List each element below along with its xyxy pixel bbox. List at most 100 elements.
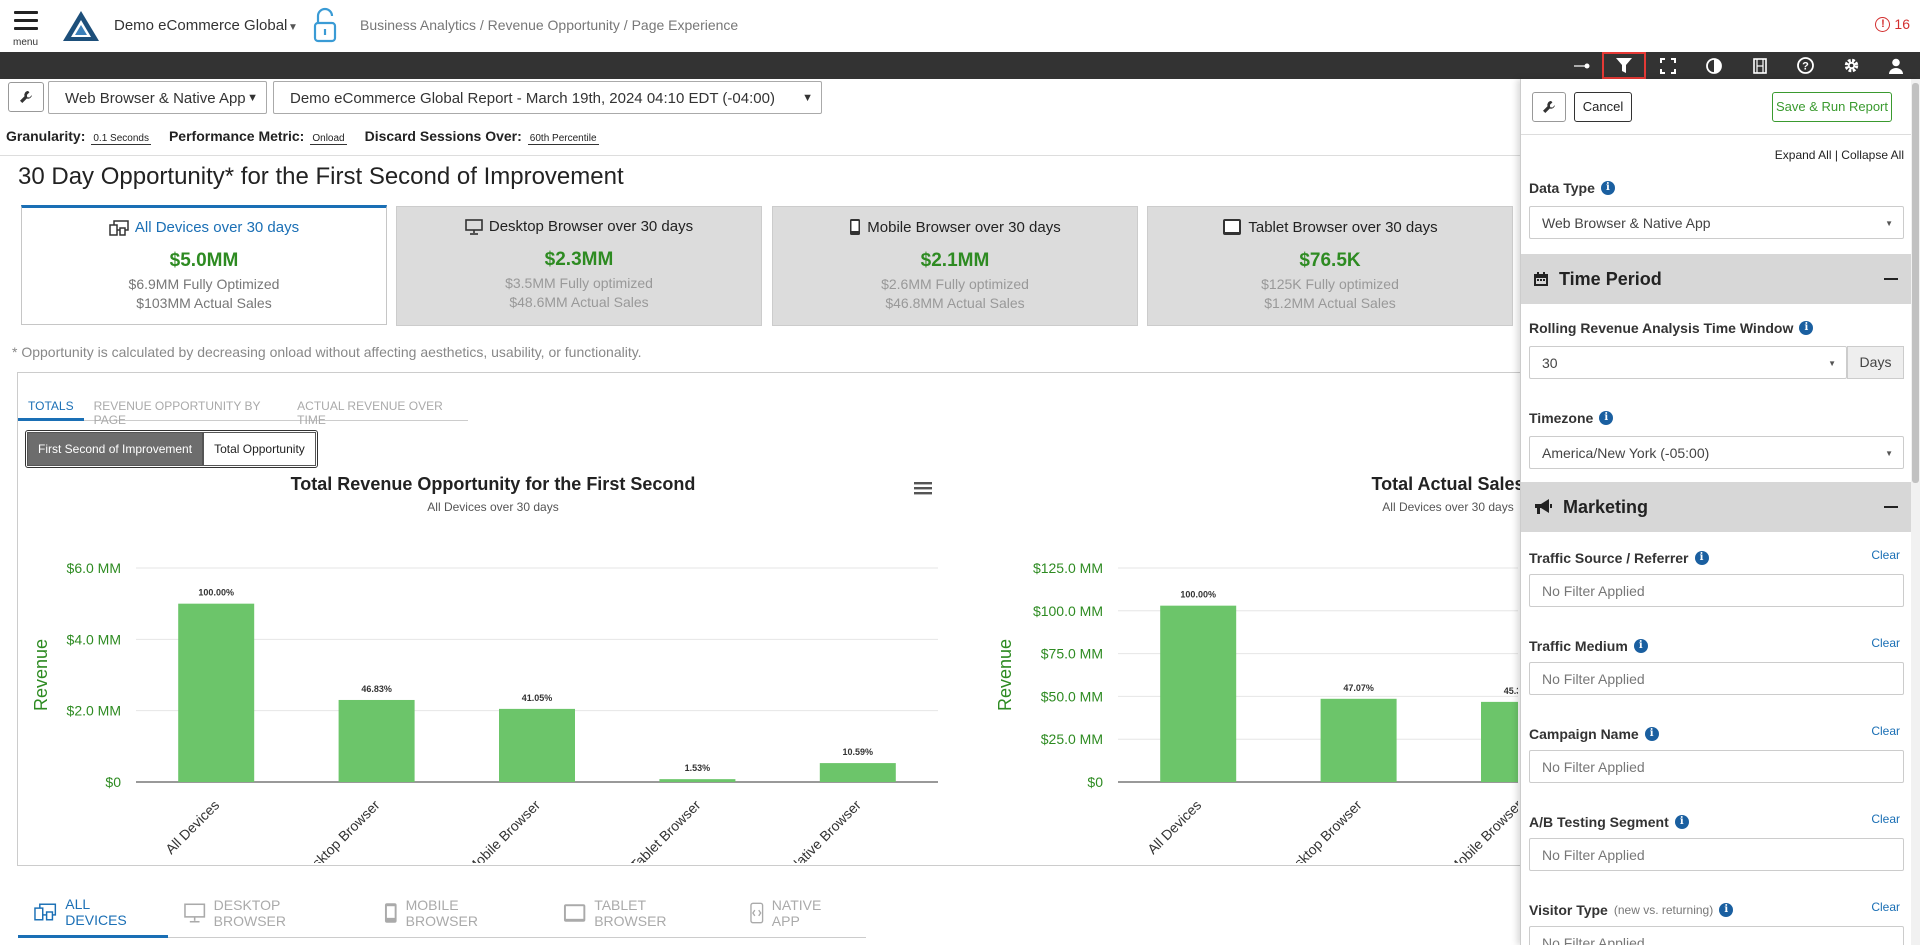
filter-icon[interactable] <box>1602 52 1646 79</box>
info-icon[interactable]: i <box>1674 815 1689 829</box>
org-name[interactable]: Demo eCommerce Global <box>114 17 288 34</box>
unlock-icon[interactable] <box>312 7 338 48</box>
chart1-svg: $0 $2.0 MM $4.0 MM $6.0 MM Revenue 100.00% All… <box>31 560 938 863</box>
panel-wrench-button[interactable] <box>1532 92 1566 122</box>
x-tick-label: Desktop Browser <box>1278 797 1365 863</box>
filter-panel: Cancel Save & Run Report Expand All | Co… <box>1520 79 1920 945</box>
data-label: 47.07% <box>1343 683 1374 693</box>
chart-menu-icon[interactable] <box>914 481 932 500</box>
chart2-svg: $0 $25.0 MM $50.0 MM $75.0 MM $100.0 MM $125.… <box>995 560 1518 863</box>
info-icon[interactable]: i <box>1719 903 1734 917</box>
y-axis-label: Revenue <box>31 639 51 711</box>
tab-actual-revenue-over-time[interactable]: Actual Revenue Over Time <box>297 399 443 427</box>
ab-testing-input[interactable]: No Filter Applied <box>1529 838 1904 871</box>
metric-select[interactable]: Onload <box>310 133 347 145</box>
data-type-select[interactable]: Web Browser & Native App ▼ <box>48 81 267 114</box>
clear-traffic-medium-link[interactable]: Clear <box>1871 636 1900 650</box>
x-tick-label: Desktop Browser <box>296 797 383 863</box>
granularity-label: Granularity: <box>6 128 86 144</box>
info-icon[interactable]: i <box>1600 181 1615 195</box>
card-value: $2.1MM <box>920 250 990 271</box>
expand-collapse-links: Expand All | Collapse All <box>1774 148 1904 162</box>
discard-select[interactable]: 60th Percentile <box>527 133 599 145</box>
contrast-icon[interactable] <box>1694 52 1734 79</box>
y-tick-label: $4.0 MM <box>67 631 121 647</box>
card-title: All Devices over 30 days <box>134 219 300 236</box>
device-tab-all[interactable]: All Devices <box>18 888 169 938</box>
device-tab-tablet[interactable]: Tablet Browser <box>547 888 734 938</box>
scrollbar-thumb[interactable] <box>1912 83 1919 483</box>
all-devices-icon <box>109 219 129 236</box>
metric-label: Performance Metric: <box>168 128 305 144</box>
chart-panel: Totals Revenue Opportunity by Page Actua… <box>17 372 1525 866</box>
collapse-all-link[interactable]: Collapse All <box>1841 148 1904 162</box>
card-title: Desktop Browser over 30 days <box>488 218 694 235</box>
discard-label: Discard Sessions Over: <box>364 128 522 144</box>
timezone-select[interactable]: America/New York (-05:00) ▼ <box>1529 436 1904 469</box>
info-icon[interactable]: i <box>1799 321 1814 335</box>
y-tick-label: $100.0 MM <box>1033 603 1103 619</box>
device-tab-desktop[interactable]: Desktop Browser <box>168 888 368 938</box>
tab-revenue-by-page[interactable]: Revenue Opportunity by Page <box>93 399 261 427</box>
pin-icon[interactable] <box>1562 52 1602 79</box>
visitor-type-input[interactable]: No Filter Applied <box>1529 926 1904 945</box>
y-tick-label: $0 <box>1087 774 1103 790</box>
opportunity-toggle: First Second of Improvement Total Opport… <box>25 430 318 468</box>
y-tick-label: $125.0 MM <box>1033 560 1103 576</box>
info-icon[interactable]: i <box>1599 411 1614 425</box>
device-tab-mobile[interactable]: Mobile Browser <box>368 888 547 938</box>
info-icon[interactable]: i <box>1694 551 1709 565</box>
info-icon[interactable]: i <box>1644 727 1659 741</box>
report-select[interactable]: Demo eCommerce Global Report - March 19t… <box>273 81 822 114</box>
save-run-report-button[interactable]: Save & Run Report <box>1772 92 1892 122</box>
section-marketing[interactable]: Marketing <box>1521 482 1912 532</box>
expand-all-link[interactable]: Expand All <box>1774 148 1832 162</box>
traffic-medium-input[interactable]: No Filter Applied <box>1529 662 1904 695</box>
card-actual-sales: $48.6MM Actual Sales <box>509 294 649 310</box>
chevron-down-icon[interactable]: ▼ <box>288 22 298 33</box>
data-type-value: Web Browser & Native App <box>65 90 246 107</box>
rolling-window-select[interactable]: 30 ▼ <box>1529 346 1847 379</box>
tab-totals[interactable]: Totals <box>18 391 84 421</box>
card-mobile-browser[interactable]: Mobile Browser over 30 days $2.1MM $2.6M… <box>772 206 1138 326</box>
visitor-type-hint: (new vs. returning) <box>1613 903 1714 917</box>
granularity-select[interactable]: 0.1 Seconds <box>91 133 151 145</box>
card-all-devices[interactable]: All Devices over 30 days $5.0MM $6.9MM F… <box>21 205 387 325</box>
footnote: * Opportunity is calculated by decreasin… <box>12 344 642 360</box>
clear-campaign-link[interactable]: Clear <box>1871 724 1900 738</box>
user-icon[interactable] <box>1876 52 1916 79</box>
first-second-button[interactable]: First Second of Improvement <box>27 432 204 466</box>
card-desktop-browser[interactable]: Desktop Browser over 30 days $2.3MM $3.5… <box>396 206 762 326</box>
clear-traffic-source-link[interactable]: Clear <box>1871 548 1900 562</box>
collapse-icon[interactable] <box>1884 506 1898 508</box>
fullscreen-icon[interactable] <box>1648 52 1688 79</box>
all-devices-icon <box>34 903 57 920</box>
card-actual-sales: $1.2MM Actual Sales <box>1264 295 1396 311</box>
breadcrumb: Business Analytics / Revenue Opportunity… <box>360 17 739 33</box>
brand-logo[interactable] <box>62 10 100 47</box>
info-icon[interactable]: i <box>1633 639 1648 653</box>
film-strip-icon[interactable] <box>1740 52 1780 79</box>
cancel-button[interactable]: Cancel <box>1574 92 1632 122</box>
wrench-button[interactable] <box>8 82 44 112</box>
menu-button[interactable]: menu <box>10 8 44 48</box>
section-time-period[interactable]: Time Period <box>1521 254 1912 304</box>
card-tablet-browser[interactable]: Tablet Browser over 30 days $76.5K $125K… <box>1147 206 1513 326</box>
traffic-source-input[interactable]: No Filter Applied <box>1529 574 1904 607</box>
help-icon[interactable]: ? <box>1785 52 1825 79</box>
panel-scrollbar[interactable] <box>1911 79 1920 945</box>
device-tab-native[interactable]: Native App <box>734 888 866 938</box>
clear-visitor-type-link[interactable]: Clear <box>1871 900 1900 914</box>
panel-data-type-select[interactable]: Web Browser & Native App ▼ <box>1529 206 1904 239</box>
gear-icon[interactable] <box>1831 52 1871 79</box>
chart-tabs: Totals Revenue Opportunity by Page Actua… <box>18 391 468 427</box>
total-opportunity-button[interactable]: Total Opportunity <box>203 432 316 466</box>
traffic-medium-label: Traffic Medium i <box>1529 638 1648 654</box>
alert-indicator[interactable]: ! 16 <box>1875 16 1910 32</box>
y-tick-label: $50.0 MM <box>1041 688 1103 704</box>
clear-ab-testing-link[interactable]: Clear <box>1871 812 1900 826</box>
campaign-name-input[interactable]: No Filter Applied <box>1529 750 1904 783</box>
collapse-icon[interactable] <box>1884 278 1898 280</box>
card-actual-sales: $103MM Actual Sales <box>136 295 272 311</box>
data-label: 100.00% <box>198 588 234 598</box>
